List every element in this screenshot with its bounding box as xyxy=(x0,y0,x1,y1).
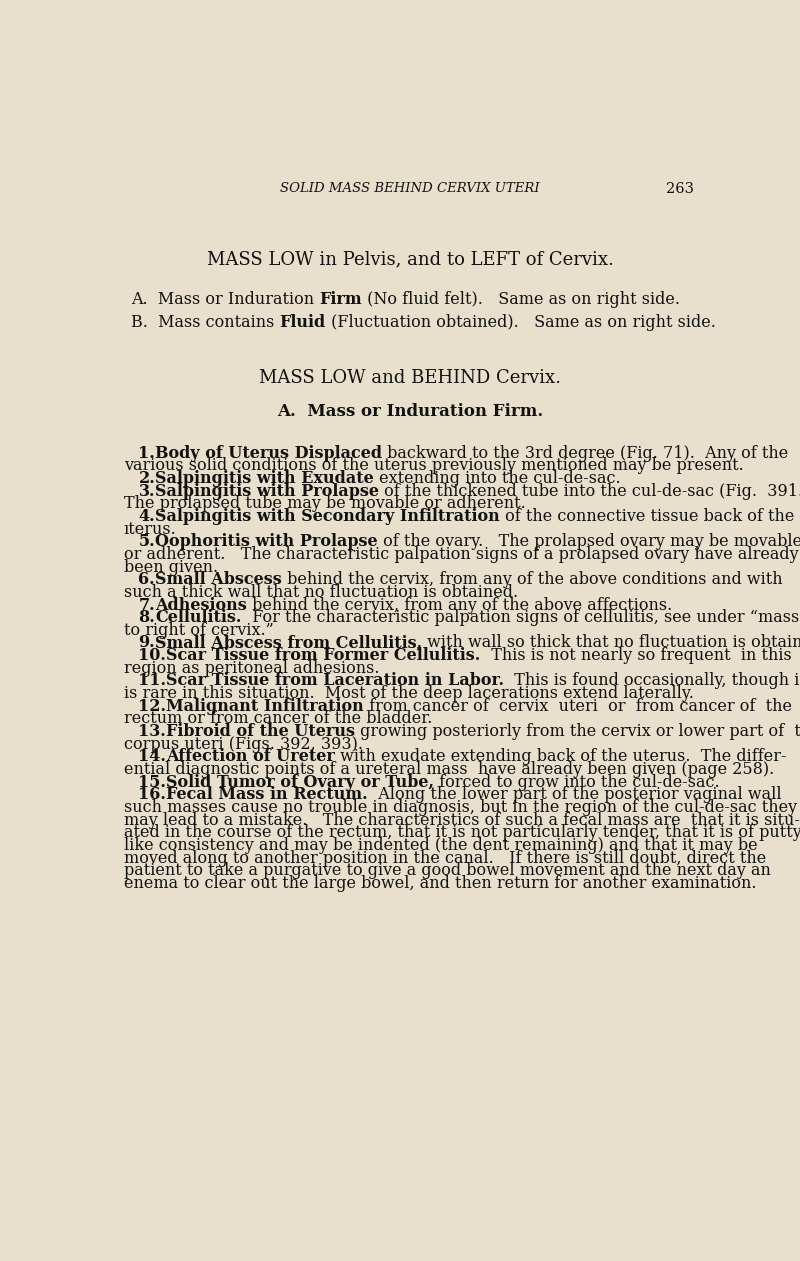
Text: 1.: 1. xyxy=(138,445,155,462)
Text: Malignant Infiltration: Malignant Infiltration xyxy=(166,697,364,715)
Text: Salpingitis with Secondary Infiltration: Salpingitis with Secondary Infiltration xyxy=(155,508,500,525)
Text: A.  Mass or Induration: A. Mass or Induration xyxy=(131,291,319,308)
Text: MASS LOW and BEHIND Cervix.: MASS LOW and BEHIND Cervix. xyxy=(259,368,561,387)
Text: with wall so thick that no fluctuation is obtained.: with wall so thick that no fluctuation i… xyxy=(422,634,800,652)
Text: A.  Mass or Induration Firm.: A. Mass or Induration Firm. xyxy=(277,402,543,420)
Text: 9.: 9. xyxy=(138,634,155,652)
Text: 4.: 4. xyxy=(138,508,155,525)
Text: such a thick wall that no fluctuation is obtained.: such a thick wall that no fluctuation is… xyxy=(123,584,518,600)
Text: extending into the cul-de-sac.: extending into the cul-de-sac. xyxy=(374,470,621,487)
Text: Salpingitis with Prolapse: Salpingitis with Prolapse xyxy=(155,483,379,499)
Text: behind the cervix, from any of the above conditions and with: behind the cervix, from any of the above… xyxy=(282,571,782,588)
Text: growing posteriorly from the cervix or lower part of  the: growing posteriorly from the cervix or l… xyxy=(355,723,800,740)
Text: This is not nearly so frequent  in this: This is not nearly so frequent in this xyxy=(481,647,791,665)
Text: Fecal Mass in Rectum.: Fecal Mass in Rectum. xyxy=(166,787,368,803)
Text: backward to the 3rd degree (Fig. 71).  Any of the: backward to the 3rd degree (Fig. 71). An… xyxy=(382,445,789,462)
Text: (No fluid felt).   Same as on right side.: (No fluid felt). Same as on right side. xyxy=(362,291,680,308)
Text: 10.: 10. xyxy=(138,647,166,665)
Text: Affection of Ureter: Affection of Ureter xyxy=(166,749,335,765)
Text: 13.: 13. xyxy=(138,723,166,740)
Text: 15.: 15. xyxy=(138,774,166,791)
Text: Small Abscess from Cellulitis,: Small Abscess from Cellulitis, xyxy=(155,634,422,652)
Text: 3.: 3. xyxy=(138,483,155,499)
Text: The prolapsed tube may be movable or adherent.: The prolapsed tube may be movable or adh… xyxy=(123,496,526,512)
Text: Salpingitis with Exudate: Salpingitis with Exudate xyxy=(155,470,374,487)
Text: Scar Tissue from Former Cellulitis.: Scar Tissue from Former Cellulitis. xyxy=(166,647,481,665)
Text: with exudate extending back of the uterus.  The differ-: with exudate extending back of the uteru… xyxy=(335,749,786,765)
Text: 5.: 5. xyxy=(138,533,155,550)
Text: 7.: 7. xyxy=(138,596,155,614)
Text: (Fluctuation obtained).   Same as on right side.: (Fluctuation obtained). Same as on right… xyxy=(326,314,716,332)
Text: 14.: 14. xyxy=(138,749,166,765)
Text: Adhesions: Adhesions xyxy=(155,596,247,614)
Text: enema to clear out the large bowel, and then return for another examination.: enema to clear out the large bowel, and … xyxy=(123,875,756,892)
Text: corpus uteri (Figs. 392, 393).: corpus uteri (Figs. 392, 393). xyxy=(123,736,362,753)
Text: Cellulitis.: Cellulitis. xyxy=(155,609,242,627)
Text: ıterus.: ıterus. xyxy=(123,521,176,537)
Text: This is found occasionally, though it: This is found occasionally, though it xyxy=(505,672,800,690)
Text: to right of cervix.”: to right of cervix.” xyxy=(123,622,274,639)
Text: various solid conditions of the uterus previously mentioned may be present.: various solid conditions of the uterus p… xyxy=(123,458,743,474)
Text: B.  Mass contains: B. Mass contains xyxy=(131,314,279,332)
Text: of the connective tissue back of the: of the connective tissue back of the xyxy=(500,508,794,525)
Text: 2.: 2. xyxy=(138,470,155,487)
Text: Oophoritis with Prolapse: Oophoritis with Prolapse xyxy=(155,533,378,550)
Text: 6.: 6. xyxy=(138,571,155,588)
Text: 8.: 8. xyxy=(138,609,155,627)
Text: 16.: 16. xyxy=(138,787,166,803)
Text: 12.: 12. xyxy=(138,697,166,715)
Text: moved along to another position in the canal.   If there is still doubt, direct : moved along to another position in the c… xyxy=(123,850,766,866)
Text: Firm: Firm xyxy=(319,291,362,308)
Text: 263: 263 xyxy=(666,183,694,197)
Text: For the characteristic palpation signs of cellulitis, see under “mass: For the characteristic palpation signs o… xyxy=(242,609,799,627)
Text: Solid Tumor of Ovary or Tube,: Solid Tumor of Ovary or Tube, xyxy=(166,774,434,791)
Text: of the thickened tube into the cul-de-sac (Fig.  391.): of the thickened tube into the cul-de-sa… xyxy=(379,483,800,499)
Text: forced to grow into the cul-de-sac.: forced to grow into the cul-de-sac. xyxy=(434,774,720,791)
Text: 11.: 11. xyxy=(138,672,166,690)
Text: Fluid: Fluid xyxy=(279,314,326,332)
Text: been given.: been given. xyxy=(123,559,218,575)
Text: or adherent.   The characteristic palpation signs of a prolapsed ovary have alre: or adherent. The characteristic palpatio… xyxy=(123,546,798,562)
Text: such masses cause no trouble in diagnosis, but in the region of the cul-de-sac t: such masses cause no trouble in diagnosi… xyxy=(123,799,797,816)
Text: ated in the course of the rectum, that it is not particularly tender, that it is: ated in the course of the rectum, that i… xyxy=(123,825,800,841)
Text: like consistency and may be indented (the dent remaining) and that it may be: like consistency and may be indented (th… xyxy=(123,837,757,854)
Text: is rare in this situation.  Most of the deep lacerations extend laterally.: is rare in this situation. Most of the d… xyxy=(123,685,694,702)
Text: patient to take a purgative to give a good bowel movement and the next day an: patient to take a purgative to give a go… xyxy=(123,863,770,879)
Text: rectum or from cancer of the bladder.: rectum or from cancer of the bladder. xyxy=(123,710,432,728)
Text: Scar Tissue from Laceration in Labor.: Scar Tissue from Laceration in Labor. xyxy=(166,672,505,690)
Text: may lead to a mistake.   The characteristics of such a fecal mass are  that it i: may lead to a mistake. The characteristi… xyxy=(123,812,799,828)
Text: MASS LOW in Pelvis, and to LEFT of Cervix.: MASS LOW in Pelvis, and to LEFT of Cervi… xyxy=(206,251,614,269)
Text: Along the lower part of the posterior vaginal wall: Along the lower part of the posterior va… xyxy=(368,787,782,803)
Text: Body of Uterus Displaced: Body of Uterus Displaced xyxy=(155,445,382,462)
Text: Fibroid of the Uterus: Fibroid of the Uterus xyxy=(166,723,355,740)
Text: region as peritoneal adhesions.: region as peritoneal adhesions. xyxy=(123,660,379,677)
Text: behind the cervix, from any of the above affections.: behind the cervix, from any of the above… xyxy=(247,596,672,614)
Text: SOLID MASS BEHIND CERVIX UTERI: SOLID MASS BEHIND CERVIX UTERI xyxy=(280,183,540,195)
Text: of the ovary.   The prolapsed ovary may be movable: of the ovary. The prolapsed ovary may be… xyxy=(378,533,800,550)
Text: from cancer of  cervix  uteri  or  from cancer of  the: from cancer of cervix uteri or from canc… xyxy=(364,697,792,715)
Text: Small Abscess: Small Abscess xyxy=(155,571,282,588)
Text: ential diagnostic points of a ureteral mass  have already been given (page 258).: ential diagnostic points of a ureteral m… xyxy=(123,762,774,778)
